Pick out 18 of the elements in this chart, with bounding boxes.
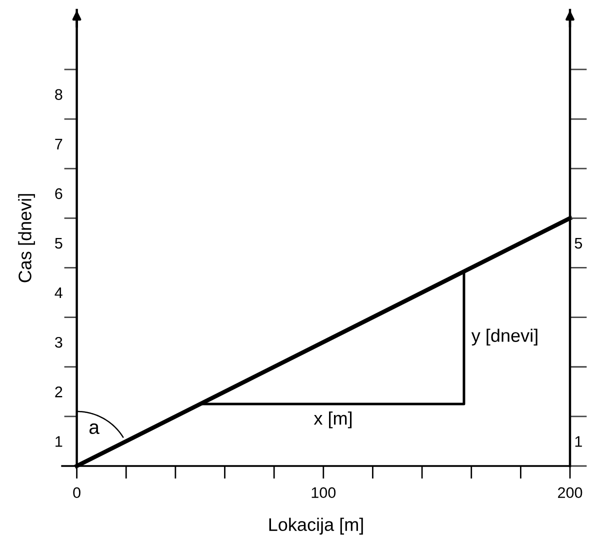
y-tick-label: 1 bbox=[56, 436, 62, 447]
annotation: y [dnevi] bbox=[471, 328, 538, 346]
y-axis-title: Cas [dnevi] bbox=[18, 194, 35, 282]
y-tick-label: 8 bbox=[55, 89, 62, 100]
y-tick-label: 6 bbox=[55, 188, 62, 200]
annotation: x [m] bbox=[314, 411, 352, 428]
y2-tick-label: 5 bbox=[574, 238, 582, 249]
y-tick-label: 7 bbox=[55, 138, 62, 150]
x-tick-label: 200 bbox=[558, 487, 582, 498]
x-axis-title: Lokacija [m] bbox=[269, 518, 363, 535]
y-tick-label: 2 bbox=[55, 386, 62, 398]
x-tick-label: 100 bbox=[312, 487, 336, 498]
annotation: a bbox=[89, 423, 100, 434]
y-tick-label: 4 bbox=[54, 288, 62, 298]
y2-tick-label: 1 bbox=[575, 436, 582, 447]
y-tick-label: 5 bbox=[55, 238, 62, 249]
y-tick-label: 3 bbox=[54, 336, 62, 348]
x-tick-label: 0 bbox=[73, 487, 80, 498]
